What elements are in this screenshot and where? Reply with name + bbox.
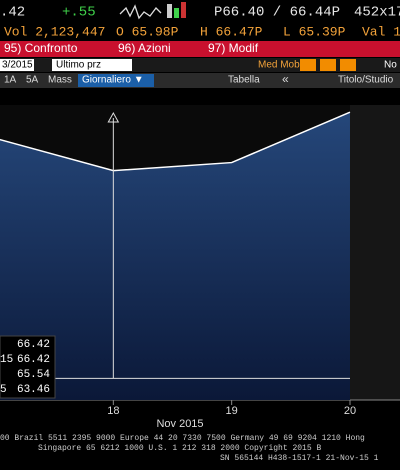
high: H 66.47P bbox=[200, 24, 263, 39]
x-axis-label: Nov 2015 bbox=[156, 418, 203, 430]
value: Val 1 bbox=[362, 24, 400, 39]
color-box[interactable] bbox=[340, 59, 356, 71]
footer-line: SN 565144 H438-1517-1 21-Nov-15 1 bbox=[220, 454, 379, 463]
crosshair-arrow bbox=[107, 111, 120, 123]
sparkline-icon bbox=[119, 4, 162, 20]
study[interactable]: Med Mob bbox=[258, 60, 300, 71]
icon bbox=[174, 8, 179, 18]
line bbox=[0, 111, 351, 172]
more[interactable]: No bbox=[384, 60, 397, 71]
field-select[interactable] bbox=[52, 59, 132, 71]
stats-box bbox=[0, 335, 56, 399]
future-area bbox=[350, 105, 400, 400]
last-price: .42 bbox=[0, 5, 25, 21]
footer: 00 Brazil 5511 2395 9000 Europe 44 20 73… bbox=[0, 434, 379, 463]
stat-label: 5 bbox=[0, 384, 7, 396]
frequency-select[interactable] bbox=[78, 74, 154, 87]
icon bbox=[181, 2, 186, 18]
color-box[interactable] bbox=[320, 59, 336, 71]
stat-value: 66.42 bbox=[17, 339, 50, 351]
action[interactable]: 97) Modif bbox=[208, 41, 259, 55]
plot bbox=[0, 111, 351, 400]
back[interactable]: « bbox=[282, 72, 289, 86]
action[interactable]: 96) Azioni bbox=[118, 41, 171, 55]
size: 452x17 bbox=[354, 5, 400, 21]
open: O 65.98P bbox=[116, 24, 179, 39]
bid-ask: P66.40 / 66.44P bbox=[214, 5, 340, 21]
table[interactable]: Tabella bbox=[228, 75, 260, 86]
stat-value: 66.42 bbox=[17, 354, 50, 366]
x-tick-label: 19 bbox=[226, 405, 238, 417]
stat-value: 63.46 bbox=[17, 384, 50, 396]
action[interactable]: 95) Confronto bbox=[4, 41, 78, 55]
date: 3/2015 bbox=[2, 60, 33, 71]
x-tick-label: 20 bbox=[344, 405, 356, 417]
action-bar bbox=[0, 41, 400, 57]
title-study[interactable]: Titolo/Studio bbox=[338, 75, 394, 86]
period[interactable]: Mass bbox=[48, 75, 72, 86]
stat-label: 15 bbox=[0, 354, 13, 366]
footer-line: 00 Brazil 5511 2395 9000 Europe 44 20 73… bbox=[0, 434, 365, 443]
period[interactable]: 1A bbox=[4, 75, 17, 86]
color-box[interactable] bbox=[300, 59, 316, 71]
footer-line: Singapore 65 6212 1000 U.S. 1 212 318 20… bbox=[38, 444, 321, 453]
field: Ultimo prz bbox=[56, 60, 101, 71]
change: +.55 bbox=[62, 5, 96, 21]
volume: Vol 2,123,447 bbox=[4, 24, 105, 39]
low: L 65.39P bbox=[283, 24, 346, 39]
frequency: Giornaliero ▼ bbox=[82, 75, 144, 86]
area bbox=[0, 112, 350, 400]
period[interactable]: 5A bbox=[26, 75, 39, 86]
date-field[interactable] bbox=[0, 59, 34, 71]
icon bbox=[167, 4, 172, 18]
stat-value: 65.54 bbox=[17, 369, 50, 381]
x-tick-label: 18 bbox=[107, 405, 119, 417]
